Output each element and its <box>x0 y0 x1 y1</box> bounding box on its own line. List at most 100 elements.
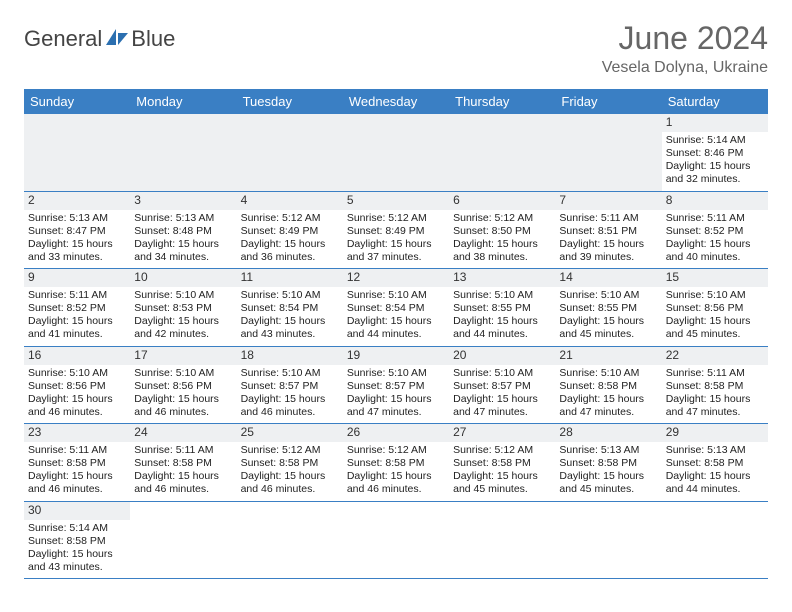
day-d1: Daylight: 15 hours <box>453 315 551 328</box>
day-number: 15 <box>666 270 764 285</box>
day-d1: Daylight: 15 hours <box>559 315 657 328</box>
day-ss: Sunset: 8:47 PM <box>28 225 126 238</box>
day-cell: 4Sunrise: 5:12 AMSunset: 8:49 PMDaylight… <box>237 192 343 269</box>
day-d2: and 45 minutes. <box>666 328 764 341</box>
day-sr: Sunrise: 5:11 AM <box>666 212 764 225</box>
day-ss: Sunset: 8:50 PM <box>453 225 551 238</box>
day-ss: Sunset: 8:54 PM <box>241 302 339 315</box>
day-number: 22 <box>666 348 764 363</box>
day-d1: Daylight: 15 hours <box>559 393 657 406</box>
day-cell: 12Sunrise: 5:10 AMSunset: 8:54 PMDayligh… <box>343 269 449 346</box>
day-ss: Sunset: 8:55 PM <box>559 302 657 315</box>
day-d1: Daylight: 15 hours <box>134 470 232 483</box>
logo-text-general: General <box>24 26 102 52</box>
week-row: 30Sunrise: 5:14 AMSunset: 8:58 PMDayligh… <box>24 502 768 580</box>
blank-cell <box>343 114 449 191</box>
day-ss: Sunset: 8:58 PM <box>666 380 764 393</box>
day-d2: and 37 minutes. <box>347 251 445 264</box>
day-number: 4 <box>241 193 339 208</box>
day-ss: Sunset: 8:57 PM <box>347 380 445 393</box>
day-ss: Sunset: 8:58 PM <box>28 457 126 470</box>
day-cell: 14Sunrise: 5:10 AMSunset: 8:55 PMDayligh… <box>555 269 661 346</box>
day-cell: 15Sunrise: 5:10 AMSunset: 8:56 PMDayligh… <box>662 269 768 346</box>
blank-cell <box>449 114 555 191</box>
day-cell: 10Sunrise: 5:10 AMSunset: 8:53 PMDayligh… <box>130 269 236 346</box>
day-d1: Daylight: 15 hours <box>134 393 232 406</box>
day-cell: 19Sunrise: 5:10 AMSunset: 8:57 PMDayligh… <box>343 347 449 424</box>
day-sr: Sunrise: 5:13 AM <box>559 444 657 457</box>
day-header-saturday: Saturday <box>662 89 768 114</box>
day-d2: and 46 minutes. <box>134 483 232 496</box>
day-d1: Daylight: 15 hours <box>28 393 126 406</box>
week-row: 1Sunrise: 5:14 AMSunset: 8:46 PMDaylight… <box>24 114 768 192</box>
day-d2: and 46 minutes. <box>28 483 126 496</box>
week-row: 2Sunrise: 5:13 AMSunset: 8:47 PMDaylight… <box>24 192 768 270</box>
day-d2: and 46 minutes. <box>241 406 339 419</box>
day-d2: and 38 minutes. <box>453 251 551 264</box>
day-sr: Sunrise: 5:10 AM <box>134 367 232 380</box>
day-sr: Sunrise: 5:10 AM <box>134 289 232 302</box>
day-d1: Daylight: 15 hours <box>28 548 126 561</box>
day-number: 30 <box>28 503 126 518</box>
day-d2: and 47 minutes. <box>559 406 657 419</box>
day-number: 24 <box>134 425 232 440</box>
day-ss: Sunset: 8:52 PM <box>28 302 126 315</box>
day-d2: and 41 minutes. <box>28 328 126 341</box>
day-ss: Sunset: 8:53 PM <box>134 302 232 315</box>
day-d2: and 40 minutes. <box>666 251 764 264</box>
day-number: 23 <box>28 425 126 440</box>
day-d2: and 46 minutes. <box>241 483 339 496</box>
day-d1: Daylight: 15 hours <box>241 238 339 251</box>
day-sr: Sunrise: 5:12 AM <box>453 212 551 225</box>
day-d1: Daylight: 15 hours <box>666 238 764 251</box>
day-d2: and 45 minutes. <box>559 483 657 496</box>
day-d1: Daylight: 15 hours <box>28 238 126 251</box>
week-row: 9Sunrise: 5:11 AMSunset: 8:52 PMDaylight… <box>24 269 768 347</box>
day-d1: Daylight: 15 hours <box>241 315 339 328</box>
logo-text-blue: Blue <box>131 26 175 52</box>
day-sr: Sunrise: 5:10 AM <box>559 367 657 380</box>
calendar-page: General Blue June 2024 Vesela Dolyna, Uk… <box>0 0 792 599</box>
day-number: 21 <box>559 348 657 363</box>
day-d2: and 46 minutes. <box>28 406 126 419</box>
day-number: 7 <box>559 193 657 208</box>
day-d2: and 43 minutes. <box>28 561 126 574</box>
day-number: 16 <box>28 348 126 363</box>
day-cell: 29Sunrise: 5:13 AMSunset: 8:58 PMDayligh… <box>662 424 768 501</box>
day-sr: Sunrise: 5:13 AM <box>28 212 126 225</box>
day-cell: 23Sunrise: 5:11 AMSunset: 8:58 PMDayligh… <box>24 424 130 501</box>
day-number: 6 <box>453 193 551 208</box>
day-cell: 11Sunrise: 5:10 AMSunset: 8:54 PMDayligh… <box>237 269 343 346</box>
day-number: 29 <box>666 425 764 440</box>
day-number: 5 <box>347 193 445 208</box>
day-cell: 13Sunrise: 5:10 AMSunset: 8:55 PMDayligh… <box>449 269 555 346</box>
blank-cell <box>555 114 661 191</box>
day-ss: Sunset: 8:58 PM <box>241 457 339 470</box>
day-cell: 3Sunrise: 5:13 AMSunset: 8:48 PMDaylight… <box>130 192 236 269</box>
day-d2: and 42 minutes. <box>134 328 232 341</box>
blank-cell <box>237 502 343 579</box>
day-sr: Sunrise: 5:12 AM <box>347 444 445 457</box>
day-d2: and 47 minutes. <box>666 406 764 419</box>
day-d2: and 44 minutes. <box>347 328 445 341</box>
logo: General Blue <box>24 26 175 52</box>
blank-cell <box>343 502 449 579</box>
day-d1: Daylight: 15 hours <box>347 238 445 251</box>
day-ss: Sunset: 8:58 PM <box>559 457 657 470</box>
day-d2: and 47 minutes. <box>347 406 445 419</box>
day-d1: Daylight: 15 hours <box>666 393 764 406</box>
day-cell: 24Sunrise: 5:11 AMSunset: 8:58 PMDayligh… <box>130 424 236 501</box>
day-cell: 6Sunrise: 5:12 AMSunset: 8:50 PMDaylight… <box>449 192 555 269</box>
blank-cell <box>555 502 661 579</box>
day-sr: Sunrise: 5:11 AM <box>28 289 126 302</box>
day-sr: Sunrise: 5:11 AM <box>559 212 657 225</box>
day-cell: 26Sunrise: 5:12 AMSunset: 8:58 PMDayligh… <box>343 424 449 501</box>
day-d2: and 33 minutes. <box>28 251 126 264</box>
day-d2: and 32 minutes. <box>666 173 764 186</box>
day-d2: and 34 minutes. <box>134 251 232 264</box>
day-ss: Sunset: 8:58 PM <box>28 535 126 548</box>
day-sr: Sunrise: 5:11 AM <box>134 444 232 457</box>
day-number: 13 <box>453 270 551 285</box>
sail-icon <box>104 27 130 52</box>
day-sr: Sunrise: 5:12 AM <box>347 212 445 225</box>
